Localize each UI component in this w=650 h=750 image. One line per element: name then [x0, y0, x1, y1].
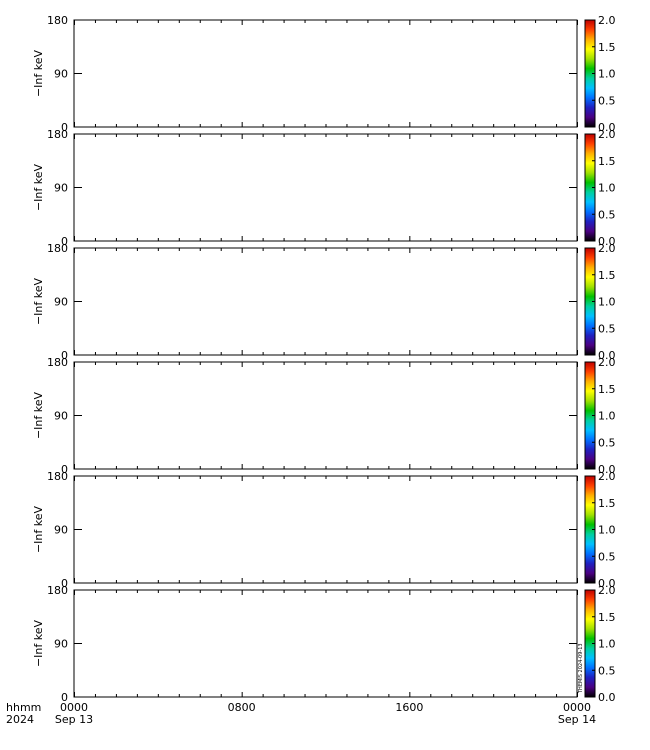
spectrogram-panel: 0 90 180 −Inf keV 0.0 0.5 1.0 1.5 2.0 [32, 470, 616, 590]
colorbar-tick-label: 0.5 [598, 94, 616, 107]
colorbar-tick-label: 1.5 [598, 155, 616, 168]
colorbar-tick-label: 0.5 [598, 322, 616, 335]
y-tick-label: 90 [54, 182, 68, 195]
colorbar-tick-label: 2.0 [598, 356, 616, 369]
colorbar-tick-label: 1.5 [598, 497, 616, 510]
x-tick-label-date: Sep 14 [558, 713, 596, 726]
spectrogram-panel: 0 90 180 −Inf keV 0.0 0.5 1.0 1.5 2.0 [32, 14, 616, 134]
y-axis-label: −Inf keV [32, 391, 45, 439]
colorbar-tick-label: 2.0 [598, 584, 616, 597]
y-tick-label: 90 [54, 296, 68, 309]
spectrogram-panel: 0 90 180 −Inf keV 0.0 0.5 1.0 1.5 2.0 [32, 242, 616, 362]
version-stamp: THEMIS 2024-09-13 [578, 643, 584, 694]
colorbar-tick-label: 0.5 [598, 664, 616, 677]
colorbar-tick-label: 0.0 [598, 691, 616, 704]
x-row-label-year: 2024 [6, 713, 34, 726]
y-tick-label: 0 [61, 121, 68, 134]
colorbar-tick-label: 0.5 [598, 550, 616, 563]
y-tick-label: 180 [47, 14, 68, 27]
colorbar-tick-label: 1.0 [598, 410, 616, 423]
plot-frame [73, 133, 578, 242]
plot-frame [73, 19, 578, 128]
y-axis-label: −Inf keV [32, 277, 45, 325]
colorbar-tick-label: 1.0 [598, 296, 616, 309]
colorbar-tick-label: 2.0 [598, 470, 616, 483]
colorbar-tick-label: 1.0 [598, 182, 616, 195]
y-tick-label: 0 [61, 691, 68, 704]
colorbar-tick-label: 1.0 [598, 68, 616, 81]
y-tick-label: 90 [54, 68, 68, 81]
colorbar-tick-label: 1.5 [598, 269, 616, 282]
colorbar-tick-label: 0.5 [598, 436, 616, 449]
spectrogram-panel: 0 90 180 −Inf keV 0.0 0.5 1.0 1.5 2.0 [32, 128, 616, 248]
colorbar-tick-label: 0.0 [598, 121, 616, 134]
colorbar-tick-label: 2.0 [598, 242, 616, 255]
colorbar-tick-label: 1.0 [598, 524, 616, 537]
colorbar-tick-label: 1.5 [598, 383, 616, 396]
x-tick-label-time: 0800 [228, 701, 256, 714]
y-axis-label: −Inf keV [32, 49, 45, 97]
y-tick-label: 180 [47, 584, 68, 597]
colorbar-tick-label: 1.0 [598, 638, 616, 651]
plot-frame [73, 589, 578, 698]
x-tick-label-time: 0000 [563, 701, 591, 714]
y-tick-label: 0 [61, 349, 68, 362]
y-axis-label: −Inf keV [32, 505, 45, 553]
x-tick-label-time: 1600 [395, 701, 423, 714]
x-tick-label-date: Sep 13 [55, 713, 93, 726]
y-axis-label: −Inf keV [32, 619, 45, 667]
colorbar-tick-label: 0.0 [598, 463, 616, 476]
spectrogram-panel: 0 90 180 −Inf keV 0.0 0.5 1.0 1.5 2.0 [32, 356, 616, 476]
y-tick-label: 90 [54, 410, 68, 423]
x-tick-label-time: 0000 [60, 701, 88, 714]
x-row-label-time: hhmm [6, 701, 41, 714]
y-tick-label: 0 [61, 463, 68, 476]
y-axis-label: −Inf keV [32, 163, 45, 211]
y-tick-label: 180 [47, 356, 68, 369]
plot-frame [73, 361, 578, 470]
plot-frame [73, 475, 578, 584]
spectrogram-panel: 0 90 180 −Inf keV 0.0 0.5 1.0 1.5 2.0 [32, 584, 616, 704]
colorbar-tick-label: 0.0 [598, 349, 616, 362]
colorbar-tick-label: 2.0 [598, 14, 616, 27]
y-tick-label: 180 [47, 470, 68, 483]
colorbar-tick-label: 0.5 [598, 208, 616, 221]
y-tick-label: 0 [61, 235, 68, 248]
colorbar-tick-label: 1.5 [598, 611, 616, 624]
plot-frame [73, 247, 578, 356]
colorbar-tick-label: 1.5 [598, 41, 616, 54]
y-tick-label: 90 [54, 524, 68, 537]
colorbar-tick-label: 0.0 [598, 577, 616, 590]
y-tick-label: 90 [54, 638, 68, 651]
colorbar-tick-label: 2.0 [598, 128, 616, 141]
y-tick-label: 180 [47, 242, 68, 255]
y-tick-label: 0 [61, 577, 68, 590]
colorbar-tick-label: 0.0 [598, 235, 616, 248]
y-tick-label: 180 [47, 128, 68, 141]
